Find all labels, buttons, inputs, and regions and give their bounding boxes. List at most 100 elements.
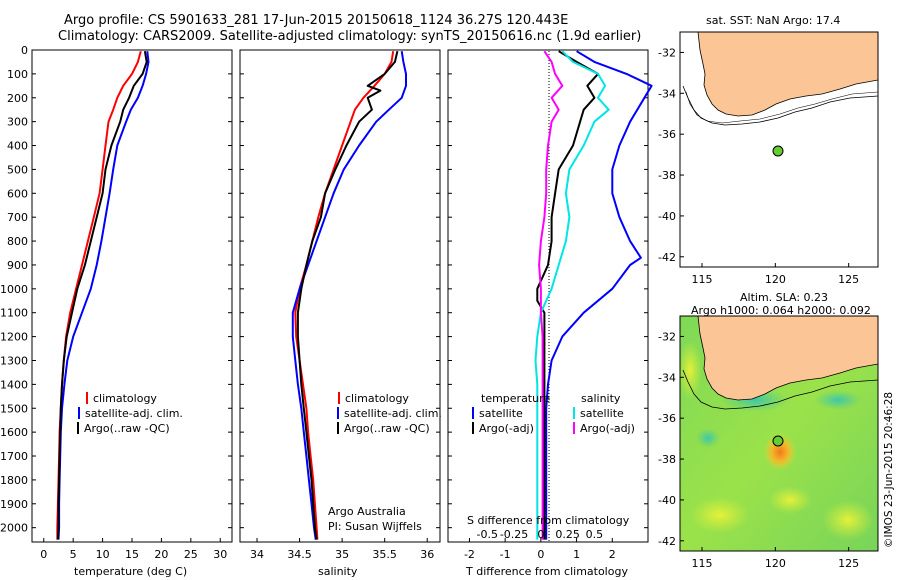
argo-float-marker	[772, 145, 784, 157]
legend-label-satellite: satellite-adj. clim.	[344, 407, 442, 420]
map-x-tick-label: 120	[765, 557, 786, 570]
temperature-legend: climatology satellite-adj. clim. Argo(..…	[77, 392, 183, 435]
depth-tick-label: 400	[7, 140, 28, 153]
depth-tick-label: 1700	[0, 450, 28, 463]
legend-label-t-satellite: satellite	[479, 407, 523, 420]
depth-tick-label: 1200	[0, 331, 28, 344]
x-tick-label: 25	[184, 548, 198, 561]
sla-anomaly	[822, 500, 874, 540]
legend-label-climatology: climatology	[345, 392, 409, 405]
series-line-t-satellite	[545, 50, 653, 540]
map-y-tick-label: -40	[658, 210, 676, 223]
map-y-tick-label: -38	[658, 453, 676, 466]
x-tick-label: 36	[420, 548, 434, 561]
series-line-satellite-adj-clim-	[57, 51, 150, 540]
figure-title-line1: Argo profile: CS 5901633_281 17-Jun-2015…	[64, 13, 568, 28]
difference-plot: -2 -1 0 1 2 -0.5 -0.25 0 0.25 0.5	[464, 50, 653, 561]
legend-label-satellite: satellite-adj. clim.	[85, 407, 183, 420]
x-tick-label: 35	[335, 548, 349, 561]
series-line-satellite-adj-clim-	[291, 51, 407, 540]
salinity-panel	[239, 49, 441, 543]
legend-label-s-argo: Argo(-adj)	[580, 422, 635, 435]
x-tick-label: 0	[40, 548, 47, 561]
australia-land	[697, 32, 878, 117]
map-y-tick-label: -36	[658, 412, 676, 425]
sla-anomaly	[680, 340, 702, 400]
salinity-xlabel: salinity	[318, 565, 358, 578]
sst-map-title: sat. SST: NaN Argo: 17.4	[706, 14, 840, 27]
legend-label-s-satellite: satellite	[580, 407, 624, 420]
depth-tick-label: 900	[7, 259, 28, 272]
depth-tick-label: 300	[7, 116, 28, 129]
pi-annotation: PI: Susan Wijffels	[328, 520, 422, 533]
depth-tick-label: 200	[7, 92, 28, 105]
series-line-t-argo-adj-	[536, 50, 599, 540]
institution-annotation: Argo Australia	[328, 505, 406, 518]
depth-tick-label: 500	[7, 163, 28, 176]
depth-tick-label: 700	[7, 211, 28, 224]
temperature-panel	[31, 49, 233, 543]
x-tick-label: 5	[70, 548, 77, 561]
x-tick-label: 20	[154, 548, 168, 561]
depth-tick-label: 1600	[0, 426, 28, 439]
sla-anomaly	[768, 486, 812, 514]
sla-anomaly	[764, 434, 796, 470]
x-tick-label: 10	[96, 548, 110, 561]
shelf-contour	[682, 85, 878, 126]
x-tick-label: -2	[464, 548, 475, 561]
x-tick-label: 30	[213, 548, 227, 561]
depth-tick-label: 1300	[0, 354, 28, 367]
shelf-contour	[685, 91, 878, 124]
map-x-tick-label: 115	[692, 557, 713, 570]
map-x-tick-label: 120	[765, 273, 786, 286]
map-y-tick-label: -40	[658, 494, 676, 507]
map-x-tick-label: 125	[838, 273, 859, 286]
map-y-tick-label: -38	[658, 169, 676, 182]
map-y-tick-label: -32	[658, 330, 676, 343]
series-line-s-satellite	[534, 50, 610, 540]
salinity-plot: 34 34.5 35 35.5 36	[250, 50, 434, 561]
sla-map	[680, 316, 878, 551]
map-x-tick-label: 125	[838, 557, 859, 570]
legend-title-temperature: temperature	[481, 392, 550, 405]
x-tick-label: 34	[250, 548, 264, 561]
x-tick-label: 15	[125, 548, 139, 561]
salinity-legend: climatology satellite-adj. clim. Argo(..…	[337, 392, 442, 435]
depth-tick-label: 600	[7, 187, 28, 200]
depth-tick-label: 2000	[0, 522, 28, 535]
series-line-argo-raw-qc-	[296, 50, 399, 540]
map-y-tick-label: -32	[658, 46, 676, 59]
sla-map-title-line1: Altim. SLA: 0.23	[740, 291, 828, 304]
legend-title-salinity: salinity	[581, 392, 621, 405]
difference-x2label: S difference from climatology	[467, 514, 630, 527]
map-y-tick-label: -42	[658, 251, 676, 264]
sst-map-axes: 115 120 125 -42 -40 -38 -36 -34 -32	[658, 46, 859, 286]
difference-xlabel: T difference from climatology	[465, 565, 628, 578]
sst-map-frame	[679, 31, 879, 268]
depth-tick-label: 1800	[0, 474, 28, 487]
depth-tick-label: 100	[7, 68, 28, 81]
x2-tick-label: -0.25	[500, 528, 528, 541]
depth-tick-label: 0	[21, 44, 28, 57]
x2-tick-label: 0.25	[555, 528, 580, 541]
legend-label-argo: Argo(..raw -QC)	[344, 422, 430, 435]
figure-title-line2: Climatology: CARS2009. Satellite-adjuste…	[58, 29, 641, 44]
series-line-climatology	[56, 50, 142, 540]
difference-legend: temperature salinity satellite Argo(-adj…	[472, 392, 635, 435]
sla-map-frame	[679, 315, 879, 552]
depth-tick-label: 1100	[0, 307, 28, 320]
map-x-tick-label: 115	[692, 273, 713, 286]
temperature-xlabel: temperature (deg C)	[74, 565, 187, 578]
australia-land	[697, 316, 878, 401]
depth-tick-label: 1400	[0, 378, 28, 391]
depth-axis: 0 100 200 300 400 500 600 700 800 900 1000 1100 1200…	[0, 44, 648, 535]
legend-label-t-argo: Argo(-adj)	[479, 422, 534, 435]
depth-tick-label: 1900	[0, 498, 28, 511]
sla-map-axes: 115 120 125 -42 -40 -38 -36 -34 -32	[658, 330, 859, 570]
legend-label-climatology: climatology	[93, 392, 157, 405]
map-y-tick-label: -34	[658, 87, 676, 100]
x-tick-label: 34.5	[287, 548, 312, 561]
x2-tick-label: 0	[537, 528, 544, 541]
map-y-tick-label: -34	[658, 371, 676, 384]
